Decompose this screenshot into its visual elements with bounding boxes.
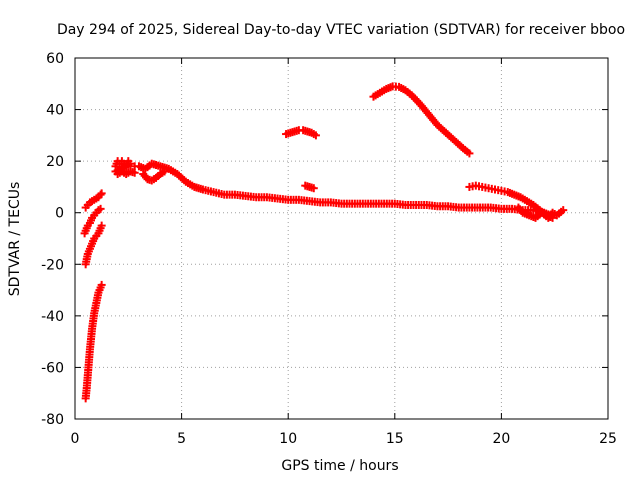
y-axis-label: SDTVAR / TECUs [7, 182, 23, 297]
x-tick-label: 0 [71, 431, 80, 447]
plot-frame [74, 57, 609, 420]
data-point [311, 131, 320, 140]
data-point [97, 189, 106, 198]
y-tick-label: 40 [46, 103, 64, 119]
x-tick-label: 20 [492, 431, 510, 447]
y-tick-label: 0 [55, 206, 64, 222]
data-point [96, 204, 105, 213]
data-point [309, 184, 318, 193]
data-point [97, 221, 106, 230]
y-tick-label: -60 [41, 360, 64, 376]
y-axis-ticks: -80 -60 -40 -20 0 20 40 60 [41, 51, 608, 428]
y-tick-label: -20 [41, 257, 64, 273]
x-axis-ticks: 0 5 10 15 20 25 [71, 58, 617, 447]
data-point [160, 167, 169, 176]
chart-title: Day 294 of 2025, Sidereal Day-to-day VTE… [57, 22, 625, 38]
data-point [97, 280, 106, 289]
x-axis-label: GPS time / hours [281, 458, 398, 474]
data-point [96, 190, 105, 199]
y-tick-label: 60 [46, 51, 64, 67]
data-point [559, 206, 568, 215]
data-point [465, 149, 474, 158]
x-tick-label: 5 [177, 431, 186, 447]
x-tick-label: 25 [599, 431, 617, 447]
data-points [80, 82, 568, 403]
y-tick-label: 20 [46, 154, 64, 170]
x-tick-label: 10 [279, 431, 297, 447]
grid [75, 58, 608, 419]
y-tick-label: -40 [41, 309, 64, 325]
x-tick-label: 15 [386, 431, 404, 447]
y-tick-label: -80 [41, 412, 64, 428]
